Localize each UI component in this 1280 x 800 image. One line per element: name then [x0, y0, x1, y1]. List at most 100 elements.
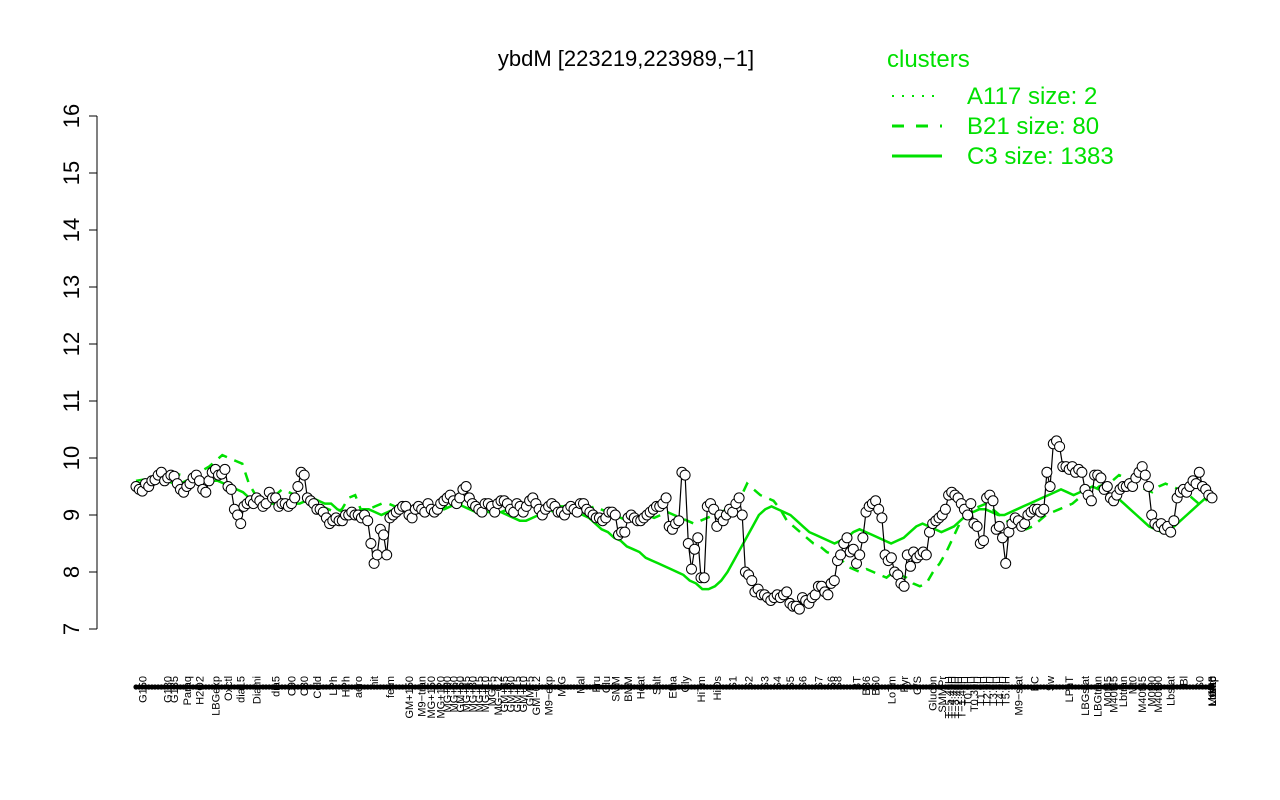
x-tick-label: Fru: [591, 676, 603, 693]
y-tick-label: 12: [59, 332, 84, 356]
legend-label-b21: B21 size: 80: [967, 113, 1099, 140]
x-tick-label: Diami: [252, 676, 264, 704]
x-tick-label: SMM: [610, 676, 622, 702]
x-tick-label: MG+120: [436, 676, 448, 719]
x-tick-label: C90: [287, 676, 299, 696]
data-point: [378, 529, 390, 541]
x-tick-label: GM+15: [512, 676, 524, 712]
x-tick-label: T−4.40H: [947, 676, 959, 719]
x-tick-label: nit: [369, 676, 381, 688]
data-point: [978, 535, 989, 547]
x-tick-label: MG+90: [442, 676, 454, 712]
x-tick-label: M40t45: [1137, 676, 1149, 713]
data-point: [1101, 481, 1113, 492]
data-point: [1085, 495, 1097, 507]
x-tick-label: S3: [760, 676, 772, 689]
x-tick-label: Gly: [680, 675, 692, 692]
data-point: [920, 549, 932, 561]
data-point: [292, 481, 304, 492]
x-tick-label: S1: [728, 676, 740, 689]
data-point: [1206, 492, 1218, 504]
data-point: [781, 586, 793, 598]
x-tick-label: aero: [353, 676, 365, 698]
x-tick-label: GM+10: [518, 676, 530, 712]
data-point: [736, 509, 748, 521]
x-tick-label: S0: [1194, 676, 1206, 689]
x-tick-label: MG−0.2: [493, 676, 505, 715]
x-tick-label: LBGexp: [210, 676, 222, 716]
data-point: [746, 575, 758, 587]
x-tick-label: M9−stat: [1013, 676, 1025, 715]
x-tick-label: HiTm: [696, 676, 708, 702]
x-tick-label: G180: [163, 676, 175, 703]
x-tick-label: T−1.40H: [956, 676, 968, 719]
data-point: [679, 469, 691, 481]
x-tick-label: T4.0H: [994, 676, 1006, 706]
x-tick-label: MG+30: [467, 676, 479, 712]
x-tick-label: HiOs: [712, 675, 724, 700]
x-tick-label: BT: [852, 676, 864, 690]
x-tick-label: B36: [861, 676, 873, 696]
x-tick-label: Mt0: [1128, 676, 1140, 694]
x-tick-label: H2O2: [195, 676, 207, 705]
x-tick-label: Salt: [652, 676, 664, 695]
data-point: [225, 483, 237, 495]
x-tick-label: Lbexp: [1207, 676, 1219, 706]
x-tick-label: BC: [1029, 676, 1041, 691]
x-tick-label: Paraq: [182, 676, 194, 705]
x-tick-label: Sw: [1045, 676, 1057, 691]
y-tick-label: 13: [59, 275, 84, 299]
x-tick-label: Oxctl: [223, 676, 235, 701]
x-tick-label: Lbexp: [1207, 676, 1219, 706]
legend-label-c3: C3 size: 1383: [967, 143, 1114, 170]
data-point: [971, 520, 983, 532]
y-axis: 7 8 9 10 11 12 13 14 15 16: [59, 104, 98, 635]
data-point: [1076, 466, 1088, 478]
data-point: [1165, 526, 1177, 538]
data-point: [381, 549, 393, 561]
x-tick-label: GM+45: [499, 676, 511, 712]
data-point: [962, 509, 974, 521]
x-tick-label: Mt0: [1207, 676, 1219, 694]
x-tick-label: G150: [137, 676, 149, 703]
x-tick-label: LPh: [328, 676, 340, 696]
x-tick-label: LBGtran: [1093, 676, 1105, 717]
x-tick-label: dia15: [236, 676, 248, 703]
legend: clusters A117 size: 2 B21 size: 80 C3 si…: [887, 46, 1114, 170]
expression-points: [130, 435, 1218, 615]
data-point: [298, 469, 310, 481]
x-tick-label: M9−tran: [417, 676, 429, 717]
x-tick-label: Etha: [667, 675, 679, 699]
data-point: [835, 549, 847, 561]
y-tick-label: 15: [59, 161, 84, 185]
data-point: [1041, 466, 1053, 478]
data-point: [460, 481, 472, 492]
x-tick-label: MG+15: [474, 676, 486, 712]
x-tick-label: Lbtran: [1118, 676, 1130, 707]
y-tick-label: 7: [59, 623, 84, 635]
x-tick-label: GM+5: [525, 676, 537, 706]
x-tick-label: S6: [826, 676, 838, 689]
sample-marker: [1209, 684, 1215, 690]
data-point: [289, 492, 301, 504]
data-point: [609, 509, 621, 521]
data-point: [1168, 515, 1180, 527]
data-point: [993, 520, 1005, 532]
x-tick-label: M40t45: [1109, 676, 1121, 713]
y-tick-label: 10: [59, 446, 84, 470]
data-point: [219, 463, 231, 475]
data-point: [857, 532, 869, 544]
x-tick-label: Glu: [601, 676, 613, 693]
x-tick-label: G135: [169, 676, 181, 703]
y-tick-label: 16: [59, 104, 84, 128]
x-tick-label: Pyr: [899, 676, 911, 693]
data-point: [1054, 441, 1066, 453]
data-point: [905, 560, 916, 572]
data-point: [686, 563, 697, 575]
x-tick-label: Mt0: [1207, 676, 1219, 694]
x-tick-label: LoTm: [886, 676, 898, 704]
x-tick-label: T0.30H: [969, 676, 981, 712]
x-tick-label: BMM: [623, 676, 635, 702]
